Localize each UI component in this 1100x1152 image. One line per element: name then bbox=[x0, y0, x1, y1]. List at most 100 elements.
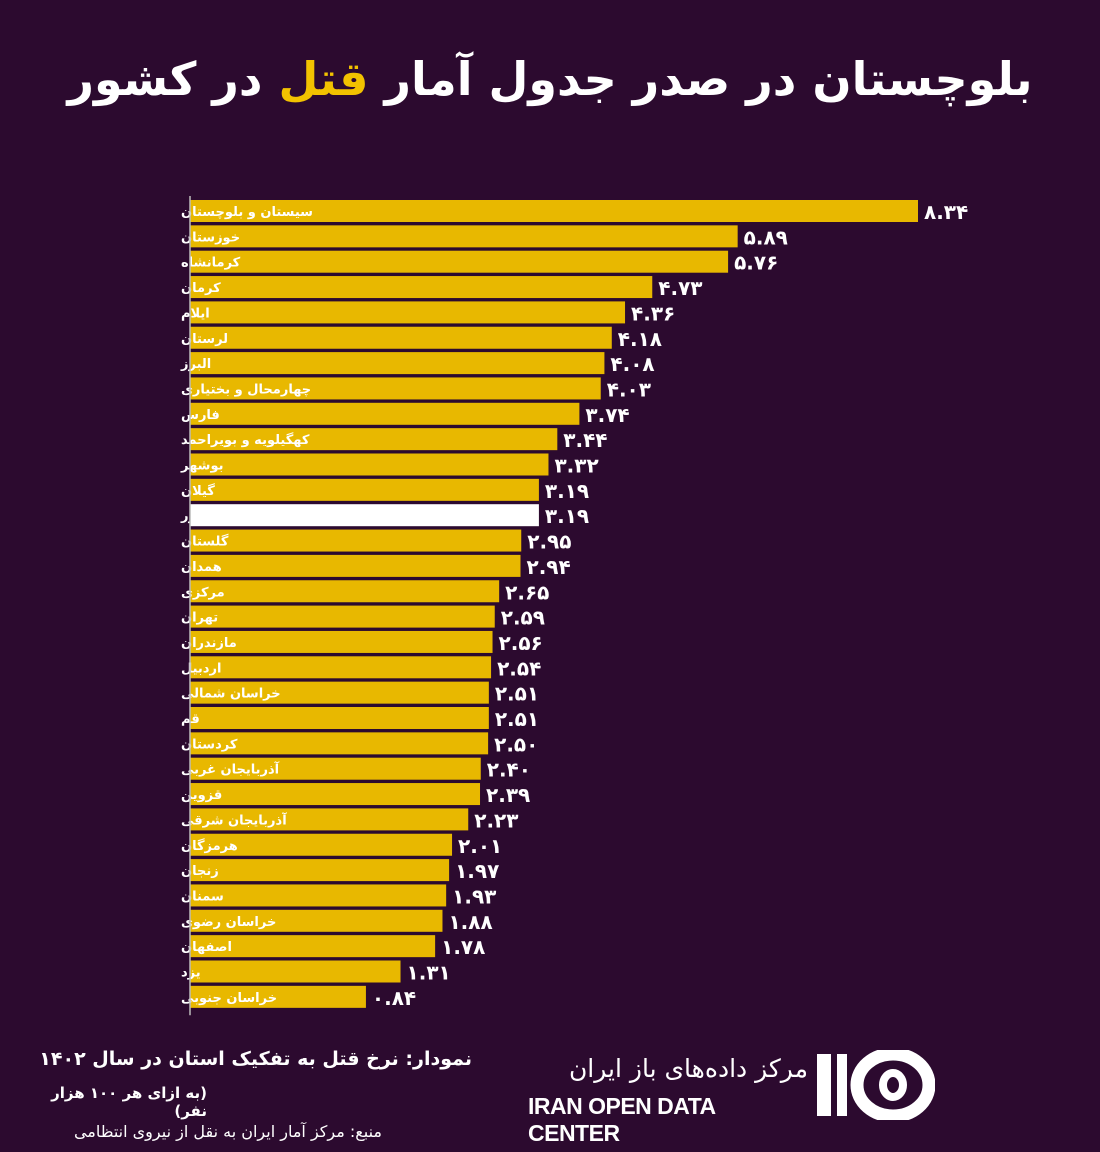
value-label: ۲.۲۳ bbox=[474, 808, 518, 832]
category-label: همدان bbox=[181, 560, 222, 575]
bar bbox=[190, 225, 738, 248]
category-label: البرز bbox=[180, 357, 211, 372]
logo-name-fa: مرکز داده‌های باز ایران bbox=[568, 1054, 808, 1083]
title-part: در کشور bbox=[67, 52, 263, 106]
value-label: ۲.۶۵ bbox=[505, 580, 549, 604]
footer-chart-title: نمودار: نرخ قتل به تفکیک استان در سال ۱۴… bbox=[39, 1048, 472, 1070]
title-part: بلوچستان در صدر جدول آمار bbox=[384, 52, 1033, 106]
bar bbox=[190, 605, 495, 628]
category-label: سمنان bbox=[181, 889, 224, 904]
category-label: کل کشور bbox=[180, 509, 242, 524]
category-label: زنجان bbox=[181, 864, 219, 879]
category-label: خراسان رضوی bbox=[181, 915, 276, 930]
value-label: ۲.۵۱ bbox=[495, 707, 539, 731]
bar bbox=[190, 783, 481, 806]
value-label: ۸.۳۴ bbox=[924, 200, 968, 224]
footer-unit: (به ازای هر ۱۰۰ هزار نفر) bbox=[51, 1084, 207, 1120]
value-label: ۱.۳۱ bbox=[407, 961, 451, 985]
category-label: لرستان bbox=[181, 332, 228, 347]
category-label: خراسان شمالی bbox=[181, 687, 281, 702]
logo-name-en: IRAN OPEN DATA CENTER bbox=[528, 1093, 715, 1146]
value-label: ۴.۷۳ bbox=[658, 276, 702, 300]
bar bbox=[190, 707, 489, 729]
bar bbox=[190, 352, 605, 375]
bar bbox=[190, 909, 443, 932]
bar bbox=[190, 580, 500, 603]
value-label: ۱.۷۸ bbox=[441, 935, 485, 959]
value-label: ۲.۵۹ bbox=[501, 606, 545, 630]
value-label: ۲.۵۴ bbox=[497, 656, 541, 680]
value-label: ۲.۴۰ bbox=[487, 758, 531, 782]
bar-chart: سیستان و بلوچستان ۸.۳۴ خوزستان ۵.۸۹ کرمانشاه… bbox=[180, 196, 968, 1016]
bar bbox=[190, 301, 626, 324]
category-label: گیلان bbox=[181, 483, 215, 499]
value-label: ۱.۹۷ bbox=[455, 859, 499, 883]
category-label: کردستان bbox=[181, 737, 238, 752]
bar bbox=[190, 504, 539, 527]
bar bbox=[190, 200, 918, 222]
bar bbox=[190, 833, 453, 856]
value-label: ۳.۳۲ bbox=[554, 454, 598, 478]
bar bbox=[190, 276, 653, 299]
bar bbox=[190, 377, 601, 400]
value-label: ۵.۷۶ bbox=[734, 251, 778, 275]
category-label: مازندران bbox=[181, 636, 237, 651]
category-label: بوشهر bbox=[180, 459, 224, 474]
bar bbox=[190, 960, 401, 983]
value-label: ۲.۵۶ bbox=[499, 631, 543, 655]
category-label: کرمانشاه bbox=[181, 256, 241, 271]
bar bbox=[190, 554, 521, 577]
category-label: آذربایجان شرقی bbox=[181, 811, 287, 828]
chart-title: بلوچستان در صدر جدول آمار قتل در کشور bbox=[0, 52, 1100, 106]
bar bbox=[190, 402, 580, 425]
value-label: ۴.۱۸ bbox=[618, 327, 662, 351]
bar bbox=[190, 529, 522, 552]
value-label: ۱.۹۳ bbox=[452, 884, 496, 908]
value-label: ۳.۴۴ bbox=[563, 428, 607, 452]
bar bbox=[190, 884, 447, 907]
value-label: ۵.۸۹ bbox=[744, 225, 788, 249]
bar bbox=[190, 732, 489, 755]
category-label: سیستان و بلوچستان bbox=[181, 205, 313, 220]
logo-mark-icon bbox=[817, 1050, 935, 1120]
bar bbox=[190, 935, 436, 958]
category-label: خراسان جنوبی bbox=[181, 991, 277, 1006]
footer-source: منبع: مرکز آمار ایران به نقل از نیروی ان… bbox=[73, 1122, 382, 1141]
bar bbox=[190, 656, 492, 679]
bar bbox=[190, 250, 729, 273]
category-label: خوزستان bbox=[181, 230, 240, 245]
bar bbox=[190, 326, 612, 349]
category-label: کرمان bbox=[181, 281, 221, 296]
title-highlight: قتل bbox=[278, 52, 369, 106]
value-label: ۲.۹۴ bbox=[527, 555, 571, 579]
category-label: اردبیل bbox=[181, 661, 221, 676]
value-label: ۴.۳۶ bbox=[631, 301, 675, 325]
value-label: ۴.۰۳ bbox=[607, 377, 651, 401]
value-label: ۰.۸۴ bbox=[372, 986, 416, 1010]
category-label: فارس bbox=[181, 408, 220, 423]
value-label: ۳.۷۴ bbox=[585, 403, 629, 427]
bar bbox=[190, 859, 450, 882]
category-label: کهگیلویه و بویراحمد bbox=[181, 432, 310, 448]
bar bbox=[190, 808, 469, 831]
category-label: هرمزگان bbox=[181, 838, 238, 854]
value-label: ۱.۸۸ bbox=[448, 910, 492, 934]
category-label: مرکزی bbox=[181, 585, 225, 600]
value-label: ۲.۰۱ bbox=[458, 834, 502, 858]
category-label: ایلام bbox=[181, 306, 210, 321]
category-label: یزد bbox=[181, 966, 201, 981]
value-label: ۳.۱۹ bbox=[545, 479, 589, 503]
bar bbox=[190, 453, 549, 476]
bar bbox=[190, 681, 489, 704]
bar bbox=[190, 985, 366, 1008]
category-label: چهارمحال و بختیاری bbox=[181, 382, 311, 397]
value-label: ۲.۳۹ bbox=[486, 783, 530, 807]
category-label: گلستان bbox=[181, 534, 229, 550]
value-label: ۲.۹۵ bbox=[527, 530, 571, 554]
bar bbox=[190, 478, 539, 501]
value-label: ۲.۵۱ bbox=[495, 682, 539, 706]
category-label: اصفهان bbox=[181, 940, 232, 955]
category-label: قزوین bbox=[181, 788, 222, 803]
bar bbox=[190, 630, 493, 653]
iran-open-data-center-logo: مرکز داده‌های باز ایران IRAN OPEN DATA C… bbox=[528, 1048, 948, 1146]
